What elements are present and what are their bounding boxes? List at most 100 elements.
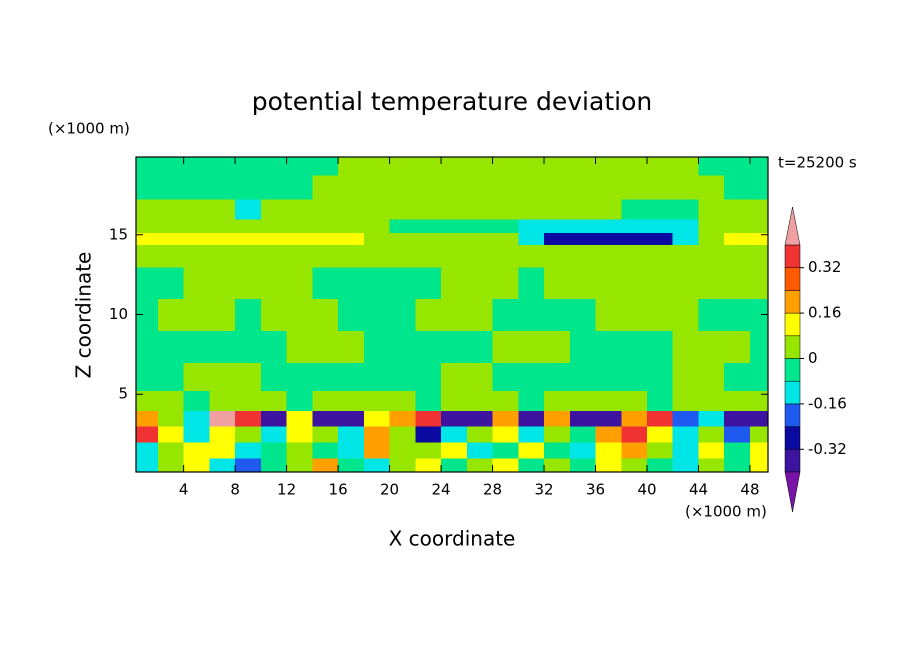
colorbar-tick-label: -0.16 bbox=[808, 394, 847, 412]
contour-cell bbox=[136, 330, 159, 363]
contour-cell bbox=[183, 174, 210, 200]
contour-cell bbox=[647, 174, 674, 200]
contour-cell bbox=[260, 198, 288, 220]
contour-cell bbox=[389, 244, 416, 268]
contour-cell bbox=[286, 426, 313, 443]
contour-cell bbox=[518, 198, 545, 220]
annotation: t=25200 s bbox=[778, 154, 857, 172]
contour-cell bbox=[363, 266, 391, 300]
contour-cell bbox=[698, 410, 725, 427]
contour-cell bbox=[157, 244, 185, 268]
contour-cell bbox=[595, 458, 622, 473]
contour-cell bbox=[518, 410, 545, 427]
x-tick-label: 48 bbox=[740, 481, 759, 499]
x-tick-label: 16 bbox=[329, 481, 348, 499]
contour-cell bbox=[235, 174, 262, 200]
contour-cell bbox=[235, 218, 262, 233]
contour-cell bbox=[724, 458, 751, 473]
contour-cell bbox=[492, 362, 519, 391]
contour-cell bbox=[466, 362, 494, 391]
contour-cell bbox=[749, 174, 769, 200]
contour-cell bbox=[415, 442, 442, 459]
contour-cell bbox=[518, 390, 545, 411]
contour-cell bbox=[492, 298, 519, 332]
contour-cell bbox=[466, 266, 494, 300]
contour-cell bbox=[544, 426, 571, 443]
contour-cell bbox=[595, 330, 622, 363]
contour-cell bbox=[312, 330, 339, 363]
contour-cell bbox=[544, 410, 571, 427]
contour-cell bbox=[338, 442, 365, 459]
contour-cell bbox=[363, 458, 391, 473]
contour-cell bbox=[157, 174, 185, 200]
contour-cell bbox=[621, 218, 648, 233]
contour-cell bbox=[441, 157, 468, 176]
contour-cell bbox=[415, 390, 442, 411]
contour-cell bbox=[286, 330, 313, 363]
contour-cell bbox=[363, 218, 391, 233]
colorbar-band bbox=[784, 403, 801, 427]
contour-cell bbox=[235, 266, 262, 300]
contour-cell bbox=[260, 298, 288, 332]
contour-cell bbox=[647, 266, 674, 300]
contour-cell bbox=[569, 442, 597, 459]
contour-cell bbox=[157, 198, 185, 220]
contour-cell bbox=[441, 218, 468, 233]
contour-cell bbox=[569, 232, 597, 245]
contour-cell bbox=[260, 330, 288, 363]
contour-cell bbox=[544, 174, 571, 200]
contour-cell bbox=[235, 298, 262, 332]
contour-cell bbox=[647, 232, 674, 245]
contour-cell bbox=[621, 442, 648, 459]
x-tick-label: 12 bbox=[277, 481, 296, 499]
contour-cell bbox=[260, 218, 288, 233]
contour-cell bbox=[286, 390, 313, 411]
contour-cell bbox=[136, 218, 159, 233]
contour-cell bbox=[621, 458, 648, 473]
contour-cell bbox=[157, 157, 185, 176]
contour-cell bbox=[136, 198, 159, 220]
contour-cell bbox=[389, 232, 416, 245]
colorbar-band bbox=[784, 267, 801, 291]
contour-cell bbox=[672, 232, 700, 245]
contour-cell bbox=[389, 442, 416, 459]
contour-cell bbox=[441, 330, 468, 363]
contour-cell bbox=[466, 232, 494, 245]
contour-cell bbox=[415, 426, 442, 443]
contour-cell bbox=[157, 232, 185, 245]
contour-cell bbox=[621, 362, 648, 391]
contour-cell bbox=[647, 198, 674, 220]
contour-cell bbox=[209, 426, 236, 443]
colorbar-band bbox=[784, 335, 801, 359]
contour-cell bbox=[209, 198, 236, 220]
contour-cell bbox=[544, 266, 571, 300]
contour-cell bbox=[698, 198, 725, 220]
contour-cell bbox=[363, 174, 391, 200]
contour-cell bbox=[672, 362, 700, 391]
contour-cell bbox=[595, 266, 622, 300]
chart-title: potential temperature deviation bbox=[252, 87, 652, 116]
contour-cell bbox=[621, 244, 648, 268]
contour-cell bbox=[698, 362, 725, 391]
contour-cell bbox=[518, 442, 545, 459]
contour-cell bbox=[621, 232, 648, 245]
contour-cell bbox=[698, 218, 725, 233]
contour-cell bbox=[157, 458, 185, 473]
contour-cell bbox=[363, 442, 391, 459]
contour-cell bbox=[136, 244, 159, 268]
x-unit: (×1000 m) bbox=[685, 503, 767, 521]
contour-cell bbox=[724, 390, 751, 411]
contour-cell bbox=[518, 298, 545, 332]
contour-cell bbox=[441, 390, 468, 411]
contour-cell bbox=[183, 232, 210, 245]
contour-cell bbox=[209, 232, 236, 245]
contour-cell bbox=[338, 174, 365, 200]
contour-cell bbox=[338, 458, 365, 473]
x-tick-label: 8 bbox=[230, 481, 240, 499]
contour-cell bbox=[724, 244, 751, 268]
contour-cell bbox=[260, 390, 288, 411]
contour-cell bbox=[595, 362, 622, 391]
colorbar-band bbox=[784, 358, 801, 382]
contour-cell bbox=[518, 458, 545, 473]
contour-cell bbox=[389, 157, 416, 176]
